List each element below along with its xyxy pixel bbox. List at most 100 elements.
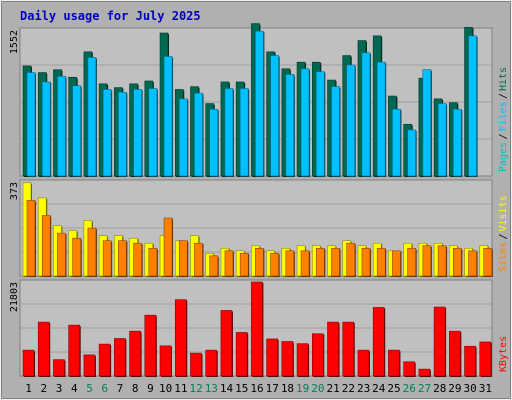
- bar-files-day-1: [26, 72, 36, 177]
- bar-files-day-8: [133, 89, 142, 177]
- bar-kbytes-day-21: [327, 321, 339, 377]
- bar-files-day-28: [437, 103, 447, 177]
- bar-files-day-18: [285, 74, 295, 177]
- panel-top-max-label: 1552: [9, 30, 20, 54]
- x-tick-label-day-12: 12: [189, 382, 202, 395]
- bar-kbytes-day-14: [220, 310, 233, 377]
- bar-kbytes-day-2: [37, 321, 50, 377]
- x-tick-label-day-17: 17: [266, 382, 279, 395]
- legend-hits: Hits: [498, 67, 509, 91]
- bar-files-day-20: [315, 71, 325, 177]
- bar-sites-day-13: [209, 255, 219, 277]
- x-tick-label-day-19: 19: [296, 382, 309, 395]
- bar-kbytes-day-30: [464, 345, 476, 377]
- bar-files-day-22: [346, 64, 356, 177]
- x-tick-label-day-2: 2: [41, 382, 48, 395]
- bar-kbytes-day-15: [235, 332, 248, 377]
- x-tick-label-day-25: 25: [387, 382, 400, 395]
- bar-sites-day-16: [255, 247, 264, 277]
- bar-sites-day-4: [72, 237, 81, 277]
- bar-sites-day-31: [483, 247, 493, 277]
- x-tick-label-day-3: 3: [56, 382, 63, 395]
- bar-sites-day-25: [392, 250, 401, 277]
- bar-sites-day-22: [346, 242, 356, 277]
- bar-kbytes-day-23: [357, 349, 370, 377]
- x-tick-label-day-10: 10: [159, 382, 172, 395]
- bar-kbytes-day-17: [266, 338, 278, 377]
- x-tick-label-day-31: 31: [479, 382, 492, 395]
- bar-kbytes-day-18: [281, 341, 294, 377]
- x-tick-label-day-13: 13: [205, 382, 218, 395]
- bar-files-day-27: [422, 69, 432, 177]
- panel-bottom: 21803 KBytes: [9, 279, 509, 377]
- bar-kbytes-day-3: [53, 359, 65, 377]
- x-tick-label-day-9: 9: [147, 382, 154, 395]
- bar-kbytes-day-29: [449, 330, 461, 377]
- bar-kbytes-day-10: [159, 345, 172, 377]
- x-tick-label-day-7: 7: [117, 382, 124, 395]
- legend-separator: /: [498, 133, 509, 139]
- bar-files-day-9: [148, 88, 158, 177]
- bar-sites-day-1: [26, 200, 36, 277]
- bar-kbytes-day-4: [68, 324, 80, 377]
- bar-files-day-12: [194, 92, 203, 177]
- bar-kbytes-day-24: [372, 307, 385, 377]
- x-tick-label-day-1: 1: [25, 382, 32, 395]
- panel-top-legend: Pages / Files / Hits: [498, 67, 509, 172]
- bar-files-day-3: [57, 75, 66, 177]
- legend-separator: /: [498, 93, 509, 99]
- x-tick-label-day-15: 15: [235, 382, 248, 395]
- x-tick-label-day-14: 14: [220, 382, 234, 395]
- bar-sites-day-24: [376, 247, 386, 277]
- bar-kbytes-day-5: [83, 354, 96, 377]
- bar-sites-day-12: [194, 242, 203, 277]
- bar-sites-day-7: [118, 240, 127, 277]
- panel-bottom-max-label: 21803: [9, 282, 20, 312]
- bar-kbytes-day-7: [114, 338, 126, 377]
- x-tick-label-day-4: 4: [71, 382, 78, 395]
- bar-sites-day-8: [133, 242, 142, 277]
- bar-sites-day-17: [270, 253, 279, 277]
- legend-pages: Pages: [498, 142, 509, 172]
- panel-top: 1552 Pages / Files / Hits: [9, 23, 509, 178]
- bar-kbytes-day-28: [433, 306, 446, 377]
- bar-sites-day-21: [331, 247, 340, 277]
- bar-files-day-2: [41, 81, 51, 177]
- bar-sites-day-10: [163, 217, 173, 277]
- bar-files-day-25: [392, 108, 401, 177]
- bar-sites-day-5: [87, 227, 97, 277]
- bar-files-day-14: [224, 88, 234, 177]
- legend-visits: Visits: [498, 195, 509, 231]
- x-tick-label-day-27: 27: [418, 382, 431, 395]
- x-tick-label-day-20: 20: [311, 382, 324, 395]
- bar-kbytes-day-9: [144, 314, 157, 377]
- legend-sites: Sites: [498, 242, 509, 272]
- bar-sites-day-3: [57, 232, 66, 277]
- x-tick-label-day-22: 22: [342, 382, 355, 395]
- bar-sites-day-29: [453, 247, 462, 277]
- bar-sites-day-6: [102, 240, 112, 277]
- legend-kbytes: KBytes: [498, 336, 509, 372]
- bar-sites-day-2: [41, 215, 51, 277]
- bar-kbytes-day-8: [129, 330, 141, 377]
- x-tick-label-day-29: 29: [448, 382, 461, 395]
- bar-files-day-13: [209, 108, 219, 177]
- bar-files-day-29: [453, 108, 462, 177]
- x-tick-label-day-11: 11: [174, 382, 187, 395]
- bar-kbytes-day-6: [98, 343, 111, 377]
- bar-files-day-24: [376, 61, 386, 177]
- x-tick-label-day-26: 26: [403, 382, 416, 395]
- x-tick-label-day-8: 8: [132, 382, 139, 395]
- bar-sites-day-30: [468, 250, 477, 277]
- bar-kbytes-day-12: [190, 352, 202, 377]
- bar-kbytes-day-19: [296, 343, 309, 377]
- bar-sites-day-9: [148, 247, 158, 277]
- x-tick-label-day-18: 18: [281, 382, 294, 395]
- bar-kbytes-day-25: [388, 349, 400, 377]
- bar-sites-day-28: [437, 245, 447, 277]
- bar-files-day-15: [239, 88, 249, 177]
- bar-files-day-11: [178, 98, 188, 177]
- bar-files-day-4: [72, 85, 81, 177]
- panel-bottom-legend: KBytes: [498, 336, 509, 372]
- bar-files-day-21: [331, 86, 340, 177]
